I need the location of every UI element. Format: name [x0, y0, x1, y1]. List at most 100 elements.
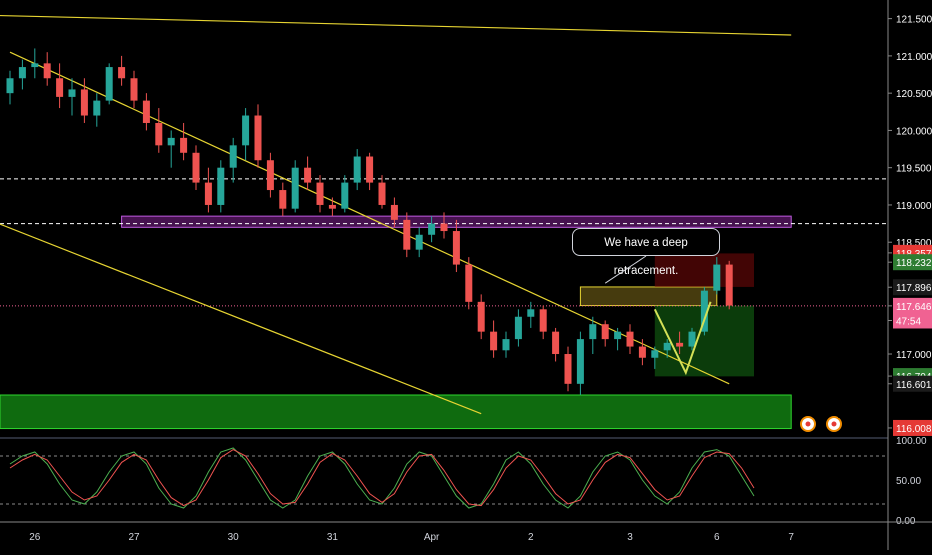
osc-series-0 [9, 447, 755, 509]
zone-2 [579, 286, 718, 307]
candle-body [105, 67, 113, 101]
candle [142, 93, 150, 131]
candle [415, 227, 423, 258]
candle [80, 78, 88, 123]
candle [490, 320, 498, 358]
price-badge [893, 375, 932, 392]
candle-body [366, 156, 374, 183]
price-tick-label: 117.000 [896, 350, 932, 361]
candle [229, 137, 237, 183]
candle [651, 346, 659, 369]
time-tick-label: 31 [327, 532, 339, 543]
price-tick-label: 118.500 [896, 238, 932, 249]
candle-body [390, 204, 398, 220]
candle [291, 160, 299, 213]
candle [552, 327, 560, 362]
event-marker-count: 5 [812, 411, 817, 420]
price-label: 117.000 [888, 350, 932, 361]
price-label: 121.500 [888, 15, 932, 26]
candle [452, 219, 460, 273]
candle-body [564, 354, 572, 384]
event-marker-count: 2 [838, 411, 843, 420]
price-badge [893, 312, 932, 329]
candle [638, 339, 646, 366]
trendline-0[interactable] [9, 51, 730, 385]
candle-body [341, 182, 349, 209]
event-marker[interactable]: 5 [800, 411, 817, 432]
candle-body [576, 339, 584, 384]
candle-body [68, 89, 76, 97]
candle-body [589, 324, 597, 340]
candle-body [192, 152, 200, 183]
price-tick-label: 116.008 [896, 424, 932, 435]
candle [316, 175, 324, 213]
price-axis[interactable] [888, 0, 932, 550]
candle-body [688, 331, 696, 347]
candle [676, 331, 684, 355]
candle [130, 70, 138, 109]
candle-body [130, 78, 138, 101]
candle [440, 212, 448, 239]
candle [514, 309, 522, 347]
trendline-2[interactable] [0, 10, 792, 36]
candle [390, 197, 398, 228]
candle [118, 55, 126, 86]
candle-body [440, 223, 448, 232]
price-label: 117.896 [888, 279, 932, 296]
candle [93, 93, 101, 127]
candle [217, 160, 225, 213]
candle [56, 63, 64, 109]
candle [328, 197, 336, 217]
price-label: 120.000 [888, 126, 932, 137]
candle-body [477, 301, 485, 332]
candle [614, 327, 622, 351]
candle [688, 327, 696, 351]
candle [254, 104, 262, 168]
trendline-1[interactable] [0, 130, 482, 415]
time-tick-label: 26 [29, 532, 41, 543]
candle [242, 108, 250, 161]
candle-body [452, 231, 460, 265]
candle [341, 175, 349, 213]
candle-body [490, 331, 498, 351]
candle-body [316, 182, 324, 205]
event-marker-dot [805, 421, 811, 427]
candle-body [80, 89, 88, 116]
time-tick-label: Apr [424, 532, 440, 543]
price-label: 121.000 [888, 52, 932, 63]
price-tick-label: 117.896 [896, 283, 932, 294]
candle-body [601, 324, 609, 340]
candle-body [118, 67, 126, 79]
price-tick-label: 117.646 [896, 302, 932, 313]
event-marker-dot [831, 421, 837, 427]
candle-body [291, 167, 299, 209]
candle [465, 257, 473, 310]
time-tick-label: 6 [714, 532, 720, 543]
candle-body [242, 115, 250, 146]
candle [378, 175, 386, 209]
candle-body [415, 234, 423, 250]
candle-body [378, 182, 386, 205]
candle-body [514, 316, 522, 340]
time-tick-label: 30 [228, 532, 240, 543]
candle [180, 122, 188, 161]
price-label: 116.601 [888, 375, 932, 392]
candle-body [6, 78, 14, 94]
event-marker[interactable]: 2 [826, 411, 843, 432]
price-badge [893, 279, 932, 296]
price-label: 120.500 [888, 89, 932, 100]
candle-body [93, 100, 101, 116]
candle [428, 216, 436, 243]
candle [31, 48, 39, 79]
osc-tick-label: 100.00 [896, 436, 927, 447]
osc-series-1 [9, 449, 755, 507]
candle-body [180, 137, 188, 153]
candle-body [328, 204, 336, 209]
candle-body [428, 223, 436, 235]
price-label: 119.000 [888, 201, 932, 212]
candle [403, 212, 411, 258]
candle-body [403, 219, 411, 250]
price-badge [893, 254, 932, 271]
